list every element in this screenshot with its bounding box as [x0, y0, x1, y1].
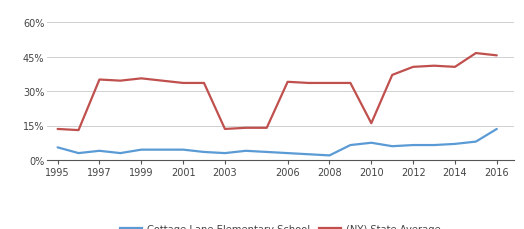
Legend: Cottage Lane Elementary School, (NY) State Average: Cottage Lane Elementary School, (NY) Sta…: [116, 220, 444, 229]
